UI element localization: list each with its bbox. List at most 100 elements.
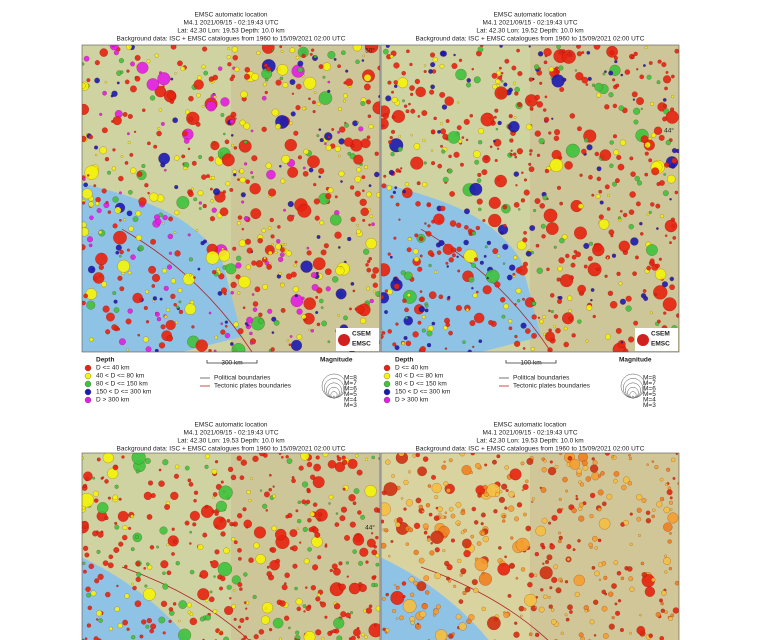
event-dot: [664, 219, 678, 233]
event-dot: [398, 218, 401, 221]
event-dot: [327, 80, 331, 84]
event-dot: [607, 194, 610, 197]
event-dot: [243, 519, 252, 529]
event-dot: [412, 331, 419, 338]
event-dot: [259, 489, 263, 492]
event-dot: [559, 237, 565, 244]
event-dot: [102, 90, 107, 96]
event-dot: [158, 480, 165, 487]
event-dot: [670, 508, 673, 511]
event-dot: [82, 561, 86, 565]
event-dot: [464, 586, 471, 593]
event-dot: [345, 561, 349, 565]
event-dot: [119, 255, 122, 258]
event-dot: [232, 589, 236, 592]
event-dot: [562, 77, 567, 82]
event-dot: [515, 537, 530, 552]
event-dot: [225, 181, 231, 187]
event-dot: [271, 331, 275, 334]
event-dot: [251, 293, 255, 296]
event-dot: [512, 272, 516, 276]
event-dot: [558, 535, 563, 540]
sea: [82, 183, 242, 352]
event-dot: [301, 53, 306, 58]
header-line: M4.1 2021/09/15 - 02:19:43 UTC: [183, 20, 278, 27]
event-dot: [245, 607, 248, 610]
event-dot: [514, 621, 518, 625]
event-dot: [570, 262, 576, 268]
header-line: EMSC automatic location: [195, 12, 268, 19]
event-dot: [656, 227, 659, 230]
event-dot: [293, 263, 297, 267]
event-dot: [327, 340, 331, 344]
event-dot: [321, 637, 325, 640]
event-dot: [443, 325, 448, 331]
event-dot: [577, 126, 582, 132]
event-dot: [287, 214, 294, 222]
event-dot: [516, 502, 523, 508]
event-dot: [391, 90, 394, 94]
header-line: Lat: 42.30 Lon: 19.52 Depth: 10.0 km: [476, 28, 583, 35]
event-dot: [620, 576, 625, 581]
event-dot: [659, 636, 665, 640]
event-dot: [520, 322, 527, 329]
event-dot: [230, 342, 234, 346]
event-dot: [314, 215, 320, 221]
event-dot: [501, 80, 504, 83]
event-dot: [609, 50, 615, 56]
event-dot: [107, 562, 114, 569]
event-dot: [156, 130, 162, 137]
event-dot: [301, 314, 307, 320]
event-dot: [415, 453, 420, 458]
event-dot: [162, 268, 167, 274]
event-dot: [588, 241, 593, 246]
event-dot: [466, 82, 472, 88]
event-dot: [587, 262, 602, 277]
event-dot: [402, 189, 406, 194]
event-dot: [558, 257, 565, 264]
legend-swatch: [84, 380, 92, 388]
event-dot: [534, 606, 537, 609]
event-dot: [503, 82, 508, 87]
event-dot: [556, 45, 561, 49]
event-dot: [381, 118, 389, 130]
event-dot: [372, 282, 378, 288]
event-dot: [318, 128, 322, 131]
event-dot: [366, 99, 371, 105]
event-dot: [606, 207, 611, 211]
event-dot: [574, 226, 587, 240]
event-dot: [112, 464, 119, 471]
event-dot: [317, 518, 321, 522]
event-dot: [325, 286, 331, 292]
event-dot: [523, 189, 530, 196]
event-dot: [149, 628, 155, 634]
event-dot: [139, 634, 144, 639]
event-dot: [235, 274, 241, 280]
event-dot: [526, 458, 534, 465]
event-dot: [86, 623, 92, 628]
legend-item: M=8: [344, 375, 357, 382]
event-dot: [543, 108, 547, 112]
event-dot: [118, 58, 124, 64]
event-dot: [87, 265, 96, 274]
scale-bar: [206, 360, 258, 364]
event-dot: [565, 143, 580, 158]
event-dot: [556, 185, 561, 190]
event-dot: [549, 460, 553, 464]
event-dot: [451, 632, 455, 636]
event-dot: [613, 478, 618, 484]
event-dot: [196, 93, 201, 98]
legend-title: Depth: [395, 357, 413, 364]
event-dot: [158, 152, 170, 165]
event-dot: [531, 497, 535, 501]
event-dot: [353, 628, 361, 637]
event-dot: [646, 265, 652, 271]
event-dot: [550, 310, 554, 314]
event-dot: [405, 542, 410, 546]
event-dot: [244, 66, 250, 73]
event-dot: [639, 221, 643, 226]
event-dot: [345, 69, 349, 73]
event-dot: [514, 334, 518, 339]
event-dot: [434, 547, 440, 553]
event-dot: [287, 201, 294, 208]
